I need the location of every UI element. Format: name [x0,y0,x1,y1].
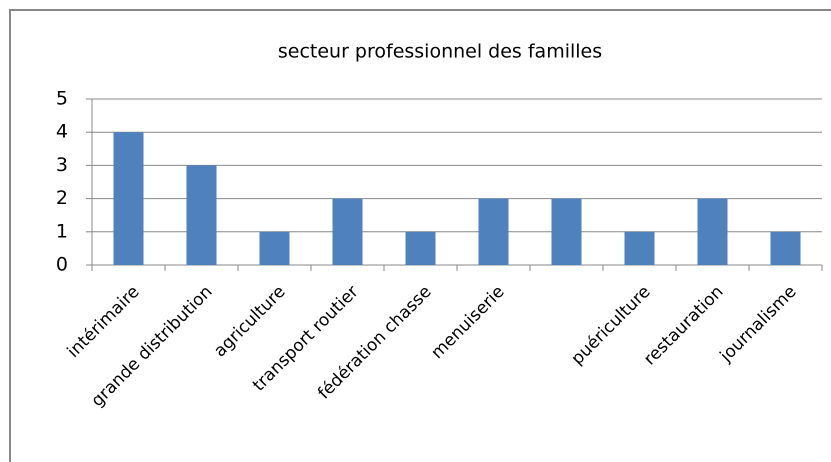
bar [624,231,655,265]
chart-title: secteur professionnel des familles [278,41,602,63]
y-tick-label: 2 [56,187,68,209]
bar [405,231,436,265]
y-tick-label: 0 [56,254,68,276]
bar [770,231,801,265]
y-tick-label: 5 [56,88,68,110]
bar [259,231,290,265]
bar [332,198,363,265]
y-tick-label: 1 [56,220,68,242]
bar [551,198,582,265]
y-tick-label: 4 [56,121,68,143]
bar [697,198,728,265]
y-tick-label: 3 [56,154,68,176]
bar [113,132,144,265]
bar [478,198,509,265]
bar [186,165,217,265]
